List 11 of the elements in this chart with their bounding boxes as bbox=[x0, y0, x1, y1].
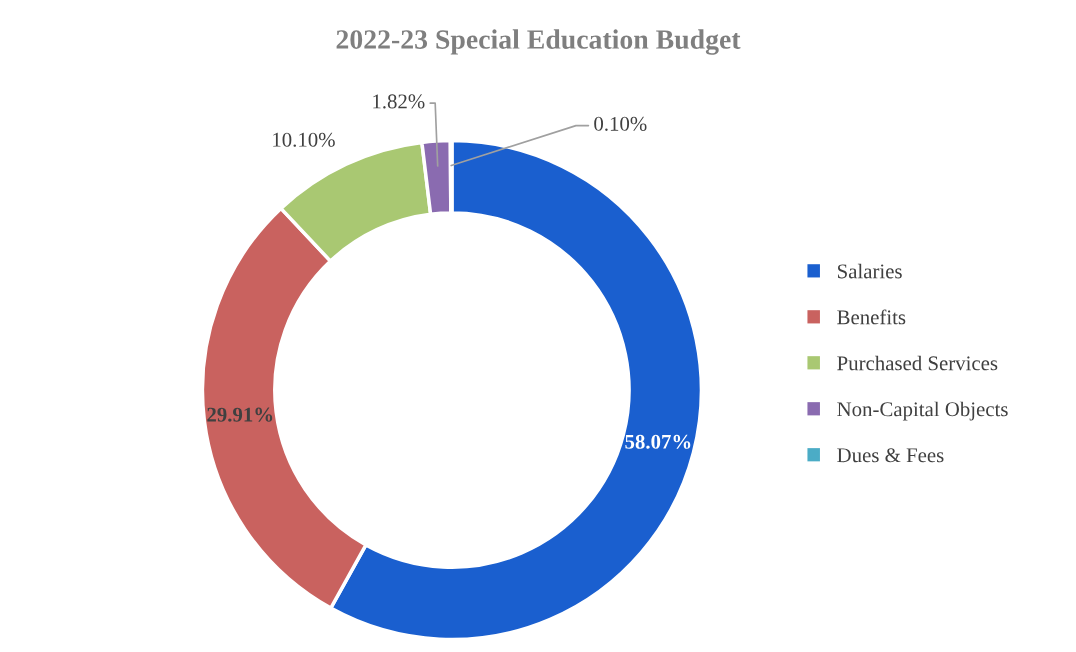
data-label: 29.91% bbox=[207, 407, 273, 422]
data-label: 1.82% bbox=[373, 94, 425, 109]
legend-label: Purchased Services bbox=[837, 355, 998, 371]
chart-title: 2022-23 Special Education Budget bbox=[336, 29, 741, 55]
legend-label: Benefits bbox=[837, 309, 906, 325]
legend-label: Salaries bbox=[838, 263, 902, 279]
data-label: 10.10% bbox=[273, 132, 335, 147]
legend-label: Dues & Fees bbox=[837, 448, 944, 463]
legend-label: Non-Capital Objects bbox=[837, 401, 1008, 421]
data-label: 0.10% bbox=[594, 116, 647, 131]
data-label: 58.07% bbox=[625, 434, 691, 449]
